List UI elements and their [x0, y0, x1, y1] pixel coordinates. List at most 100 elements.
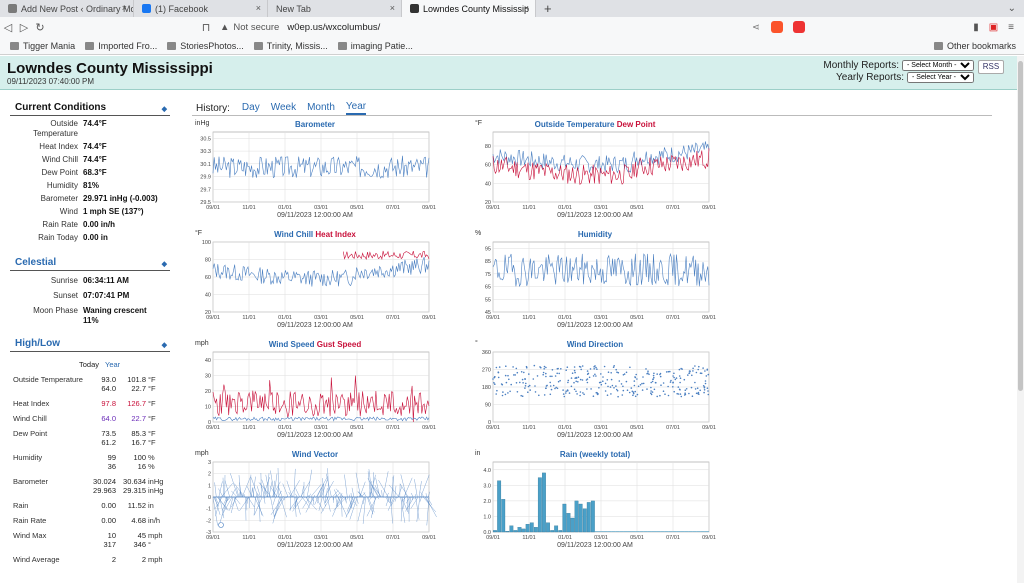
- celestial-header[interactable]: Celestial ◆: [10, 257, 170, 271]
- highlow-today: 64.0: [101, 414, 116, 423]
- wind-vector: [278, 488, 283, 498]
- rss-button[interactable]: RSS: [978, 60, 1004, 74]
- wind-vector: [221, 483, 233, 498]
- scatter-point: [594, 373, 596, 376]
- scatter-point: [510, 383, 512, 386]
- new-tab-button[interactable]: +: [544, 1, 552, 16]
- bookmark-icon: [337, 41, 347, 50]
- scatter-point: [568, 392, 571, 394]
- close-icon[interactable]: ×: [121, 3, 127, 13]
- wind-vector: [357, 491, 364, 498]
- scatter-point: [567, 379, 570, 382]
- reload-icon[interactable]: ↻: [35, 21, 45, 34]
- highlow-today: 99: [107, 453, 116, 462]
- wind-vector: [406, 496, 410, 504]
- scatter-point: [545, 385, 548, 387]
- scatter-point: [527, 385, 530, 388]
- wallet-icon[interactable]: ▣: [988, 21, 999, 33]
- menu-icon[interactable]: ≡: [1008, 21, 1014, 33]
- wind-vector: [420, 474, 430, 498]
- current-conditions-header[interactable]: Current Conditions ◆: [10, 102, 170, 116]
- bookmark-icon[interactable]: ⊓: [201, 21, 211, 34]
- yearly-reports-select[interactable]: - Select Year -: [907, 72, 974, 83]
- scatter-point: [602, 376, 604, 378]
- bookmark-item[interactable]: Trinity, Missis...: [253, 41, 328, 51]
- brave-rewards-icon[interactable]: [793, 21, 805, 33]
- browser-tab[interactable]: Lowndes County Mississip ×: [402, 0, 536, 17]
- url-text[interactable]: w0ep.us/wxcolumbus/: [287, 21, 381, 33]
- wind-vector: [270, 496, 284, 515]
- scatter-point: [647, 372, 649, 374]
- condition-label: Wind: [59, 207, 78, 216]
- close-icon[interactable]: ×: [255, 3, 261, 13]
- browser-tab[interactable]: New Tab ×: [268, 0, 402, 17]
- bookmark-item[interactable]: Tigger Mania: [10, 41, 75, 51]
- close-icon[interactable]: ×: [523, 3, 529, 13]
- history-tab-year[interactable]: Year: [345, 101, 367, 115]
- browser-tab[interactable]: Add New Post ‹ Ordinary Mo ×: [0, 0, 134, 17]
- scatter-point: [551, 369, 554, 371]
- scatter-point: [634, 376, 636, 378]
- x-tick-label: 07/01: [386, 205, 400, 211]
- highlow-row: Dew Point 73.5 85.3 °F: [10, 429, 170, 438]
- scatter-point: [706, 368, 709, 371]
- wind-vector: [374, 485, 381, 498]
- condition-row: Humidity 81%: [10, 181, 170, 191]
- x-tick-label: 03/01: [594, 205, 608, 211]
- sidebar-icon[interactable]: ▮: [973, 21, 979, 33]
- highlow-unit: °F: [148, 414, 156, 423]
- celestial-label: Sunset: [53, 291, 78, 300]
- x-tick-label: 11/01: [242, 425, 255, 431]
- scatter-point: [509, 390, 511, 393]
- history-tab-day[interactable]: Day: [241, 102, 260, 113]
- scatter-point: [525, 382, 527, 385]
- wind-vector: [265, 474, 270, 498]
- scatter-point: [705, 375, 708, 377]
- share-icon[interactable]: ⋖: [752, 21, 760, 33]
- bookmark-item[interactable]: imaging Patie...: [337, 41, 413, 51]
- monthly-reports-select[interactable]: - Select Month -: [902, 60, 974, 71]
- history-tab-month[interactable]: Month: [307, 102, 335, 113]
- other-bookmarks[interactable]: Other bookmarks: [933, 41, 1016, 51]
- bookmark-item[interactable]: StoriesPhotos...: [167, 41, 244, 51]
- tab-search-icon[interactable]: ⌄: [1007, 3, 1016, 14]
- bookmark-item[interactable]: Imported Fro...: [85, 41, 157, 51]
- x-tick-label: 07/01: [666, 315, 680, 321]
- tab-title: New Tab: [276, 3, 311, 14]
- close-icon[interactable]: ×: [389, 3, 395, 13]
- scrollbar-thumb[interactable]: [1018, 61, 1023, 391]
- scatter-point: [673, 390, 675, 393]
- scrollbar[interactable]: [1017, 56, 1024, 583]
- scatter-point: [694, 365, 696, 367]
- scatter-point: [622, 389, 625, 392]
- collapse-icon[interactable]: ◆: [161, 261, 167, 268]
- scatter-point: [615, 385, 617, 387]
- series-line-0: [212, 155, 430, 179]
- highlow-today: 64.0: [101, 384, 116, 393]
- wind-vector: [410, 492, 414, 498]
- scatter-point: [565, 390, 567, 392]
- wind-vector: [282, 483, 289, 498]
- forward-icon[interactable]: ▷: [19, 21, 29, 34]
- collapse-icon[interactable]: ◆: [161, 106, 167, 113]
- scatter-point: [641, 389, 644, 391]
- back-icon[interactable]: ◁: [3, 21, 13, 34]
- wind-vector: [344, 474, 348, 498]
- highlow-header[interactable]: High/Low ◆: [10, 338, 170, 352]
- wind-vector: [357, 491, 363, 498]
- address-bar[interactable]: ▲ Not secure w0ep.us/wxcolumbus/ ⋖: [220, 19, 810, 35]
- scatter-point: [577, 376, 580, 378]
- wind-vector: [350, 496, 353, 508]
- collapse-icon[interactable]: ◆: [161, 342, 167, 349]
- brave-shield-icon[interactable]: [771, 21, 783, 33]
- history-tab-week[interactable]: Week: [270, 102, 297, 113]
- scatter-point: [575, 390, 577, 393]
- wind-vector: [333, 496, 335, 503]
- wind-vector: [231, 490, 238, 498]
- scatter-point: [641, 382, 643, 385]
- rain-bar: [558, 530, 563, 533]
- scatter-point: [650, 381, 652, 384]
- scatter-point: [552, 384, 555, 387]
- browser-tab[interactable]: (1) Facebook ×: [134, 0, 268, 17]
- rain-bar: [525, 524, 530, 533]
